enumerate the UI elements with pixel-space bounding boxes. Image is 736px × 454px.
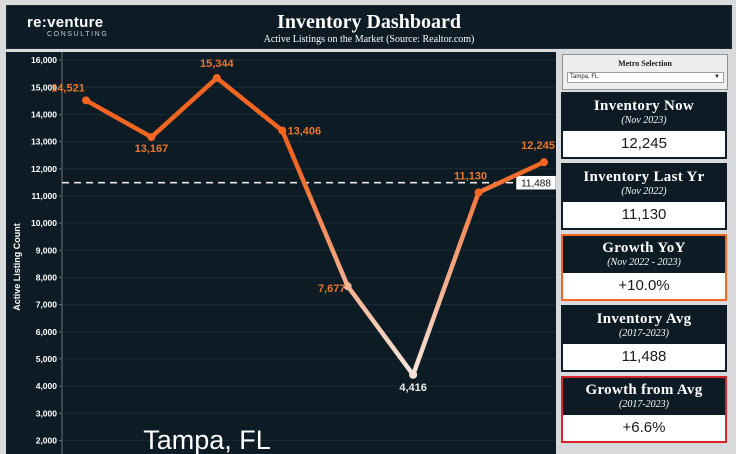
y-tick-label: 8,000 [36, 272, 58, 282]
metro-selection-label: Metro Selection [618, 59, 672, 68]
y-tick-label: 12,000 [31, 164, 57, 174]
y-tick-label: 9,000 [36, 245, 58, 255]
data-point [147, 133, 156, 142]
data-label: 12,245 [521, 140, 555, 152]
metro-dropdown[interactable]: Tampa, FL ▼ [567, 72, 724, 83]
data-label: 13,406 [287, 126, 321, 138]
kpi-panel: Metro Selection Tampa, FL ▼ Inventory No… [560, 52, 730, 454]
page-title: Inventory Dashboard [277, 11, 461, 33]
y-tick-label: 11,000 [31, 191, 57, 201]
logo-subtext: CONSULTING [47, 31, 109, 38]
data-point [278, 126, 287, 135]
kpi-subtitle: (2017-2023) [619, 399, 669, 410]
y-tick-label: 15,000 [31, 82, 57, 92]
y-tick-label: 4,000 [36, 381, 58, 391]
inventory-line-chart: 16,000 15,000 14,000 13,000 12,000 11,000 10,0… [6, 52, 556, 454]
kpi-value: 11,130 [621, 206, 667, 223]
data-label: 14,521 [51, 82, 85, 94]
kpi-value: 11,488 [621, 348, 667, 365]
kpi-title: Growth YoY [602, 240, 686, 256]
data-label: 4,416 [399, 382, 427, 394]
kpi-subtitle: (Nov 2022) [621, 186, 667, 197]
metro-selection: Metro Selection Tampa, FL ▼ [562, 54, 728, 90]
y-tick-label: 13,000 [31, 137, 57, 147]
data-label: 7,677 [318, 283, 346, 295]
data-point [212, 73, 221, 82]
y-tick-label: 16,000 [31, 55, 57, 65]
kpi-subtitle: (Nov 2023) [621, 115, 667, 126]
y-tick-label: 5,000 [36, 354, 58, 364]
kpi-card-growth-from-avg: Growth from Avg (2017-2023) +6.6% [561, 376, 727, 443]
kpi-card-inventory-avg: Inventory Avg (2017-2023) 11,488 [561, 305, 727, 372]
kpi-card-inventory-last-yr: Inventory Last Yr (Nov 2022) 11,130 [561, 163, 727, 230]
y-tick-label: 10,000 [31, 218, 57, 228]
dashboard-header: re:venture CONSULTING Inventory Dashboar… [6, 5, 732, 49]
inventory-series-line [83, 75, 547, 378]
kpi-title: Inventory Now [593, 98, 695, 114]
kpi-title: Inventory Avg [596, 311, 692, 327]
data-point [82, 96, 90, 105]
average-label-box [515, 175, 556, 190]
kpi-value: +6.6% [622, 419, 666, 436]
kpi-subtitle: (2017-2023) [619, 328, 669, 339]
data-point [474, 188, 483, 197]
data-label: 13,167 [135, 143, 169, 155]
y-tick-label: 14,000 [31, 109, 57, 119]
y-tick-label: 7,000 [36, 300, 58, 310]
company-logo: re:venture CONSULTING [27, 15, 108, 39]
kpi-value: +10.0% [618, 277, 670, 294]
y-tick-label: 6,000 [36, 327, 58, 337]
chevron-down-icon: ▼ [714, 74, 720, 80]
data-label: 11,130 [454, 170, 487, 182]
kpi-card-growth-yoy: Growth YoY (Nov 2022 - 2023) +10.0% [561, 234, 727, 301]
y-axis-title: Active Listing Count [12, 223, 22, 311]
kpi-title: Inventory Last Yr [583, 169, 705, 185]
chart-annotation: Tampa, FL [143, 425, 271, 454]
kpi-subtitle: (Nov 2022 - 2023) [607, 257, 681, 268]
data-point [540, 158, 548, 167]
metro-dropdown-value: Tampa, FL [570, 74, 599, 80]
data-point [409, 370, 418, 379]
logo-brand: re:venture [27, 14, 104, 31]
average-reference-label: 11,488 [521, 179, 551, 190]
kpi-title: Growth from Avg [585, 382, 703, 398]
y-tick-label: 2,000 [36, 435, 58, 445]
data-label: 15,344 [200, 58, 235, 70]
y-tick-label: 3,000 [36, 408, 58, 418]
chart-canvas: 16,000 15,000 14,000 13,000 12,000 11,000 10,0… [12, 52, 556, 454]
kpi-card-inventory-now: Inventory Now (Nov 2023) 12,245 [561, 92, 727, 159]
kpi-value: 12,245 [621, 135, 667, 152]
data-point [343, 282, 352, 291]
page-subtitle: Active Listings on the Market (Source: R… [263, 34, 475, 45]
